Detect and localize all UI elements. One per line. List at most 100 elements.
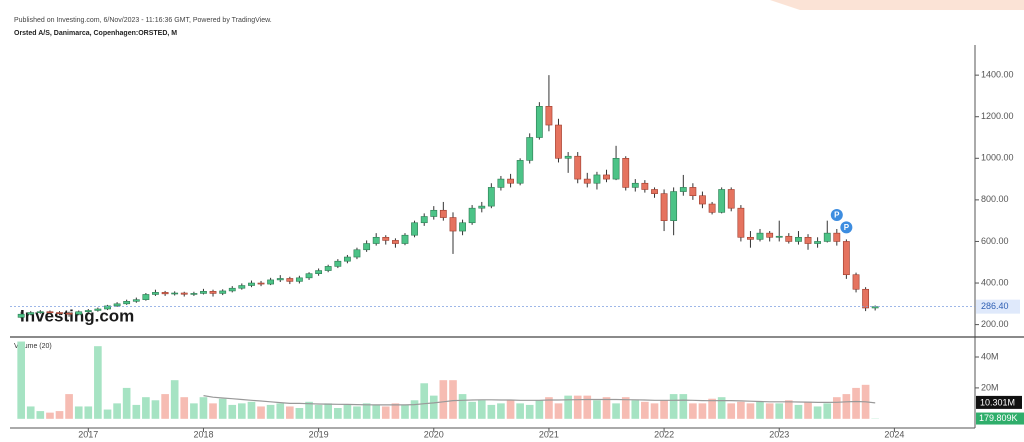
candle-body — [305, 273, 313, 279]
last-price-label: 286.40 — [981, 301, 1009, 311]
volume-bar — [401, 404, 409, 419]
volume-bar — [554, 403, 563, 419]
candle-body — [209, 291, 217, 294]
candle-body — [583, 178, 591, 184]
candle-body — [65, 312, 73, 315]
volume-bar — [36, 411, 45, 419]
candle-body — [84, 310, 92, 313]
candle-body — [449, 217, 457, 232]
y-tick-label: 1400.00 — [981, 70, 1014, 80]
volume-bar — [17, 341, 25, 419]
volume-bar — [535, 400, 544, 419]
volume-bar — [602, 397, 611, 419]
candle-body — [708, 203, 716, 213]
candle-body — [795, 236, 802, 242]
volume-bar — [257, 406, 265, 419]
candle-body — [603, 174, 610, 180]
volume-bar — [631, 400, 640, 419]
candle-body — [334, 260, 342, 267]
volume-tick-label: 20M — [981, 382, 999, 392]
candle-body — [660, 193, 668, 221]
candle-body — [228, 287, 236, 292]
volume-bar — [660, 400, 668, 419]
volume-bar — [381, 406, 390, 419]
volume-bar — [477, 400, 486, 419]
candle-body — [718, 189, 726, 213]
volume-bar — [170, 380, 179, 419]
volume-bar — [237, 403, 246, 419]
volume-bar — [343, 404, 352, 419]
volume-bar — [573, 395, 582, 419]
candle-body — [382, 236, 390, 241]
candle-body — [123, 301, 131, 305]
candle-body — [574, 155, 582, 180]
candle-body — [152, 292, 159, 295]
candle-body — [257, 282, 265, 285]
x-tick-label: 2018 — [193, 429, 213, 439]
candle-body — [631, 182, 639, 188]
volume-bar — [679, 394, 688, 419]
candle-body — [248, 282, 255, 286]
candle-body — [411, 222, 418, 236]
candle-body — [353, 249, 361, 258]
volume-bar — [784, 400, 793, 419]
x-tick-label: 2017 — [78, 429, 98, 439]
volume-bar — [362, 403, 371, 419]
volume-bar — [593, 400, 601, 419]
volume-bar — [180, 397, 189, 419]
volume-bar — [823, 403, 832, 419]
candle-body — [487, 187, 495, 207]
volume-bar — [737, 401, 745, 419]
candle-body — [200, 291, 207, 294]
volume-bar — [247, 401, 256, 419]
volume-bar — [832, 397, 841, 419]
volume-bar — [468, 401, 476, 419]
source-note: Published on Investing.com, 6/Nov/2023 -… — [14, 17, 272, 24]
event-marker — [830, 208, 843, 221]
candle-body — [679, 187, 687, 192]
candle-body — [535, 106, 543, 138]
candle-body — [862, 288, 870, 309]
volume-bar — [794, 404, 803, 419]
volume-bar — [650, 403, 659, 419]
candle-body — [343, 256, 351, 262]
candle-body — [267, 279, 275, 285]
candle-body — [545, 106, 553, 126]
candle-body — [142, 294, 150, 300]
candle-body — [171, 292, 179, 295]
candle-body — [190, 293, 198, 295]
candle-body — [104, 305, 111, 310]
volume-bar — [775, 403, 784, 419]
volume-bar — [55, 411, 64, 419]
candle-body — [727, 189, 735, 209]
y-tick-label: 1200.00 — [981, 111, 1014, 121]
y-tick-label: 800.00 — [981, 194, 1009, 204]
volume-bar — [391, 403, 400, 419]
candle-body — [56, 312, 63, 314]
volume-bar — [458, 394, 467, 419]
candle-body — [478, 205, 486, 209]
candle-body — [497, 178, 505, 188]
candle-body — [363, 243, 371, 251]
ma-value-box — [976, 395, 1022, 409]
candle-body — [526, 137, 534, 161]
volume-bar — [142, 397, 150, 419]
volume-bar — [487, 404, 496, 419]
volume-bar — [94, 346, 102, 419]
candle-body — [276, 278, 284, 281]
candle-body — [612, 157, 620, 180]
volume-bar — [151, 400, 160, 419]
candle-body — [295, 277, 303, 282]
x-tick-label: 2020 — [424, 429, 444, 439]
volume-bar — [228, 404, 237, 419]
candle-body — [756, 232, 764, 240]
candle-body — [132, 299, 140, 302]
volume-bar — [621, 397, 630, 419]
volume-bar — [564, 395, 572, 419]
volume-bar — [756, 401, 764, 419]
x-tick-label: 2022 — [654, 429, 674, 439]
volume-bar — [689, 403, 697, 419]
volume-bar — [113, 403, 121, 419]
candle-body — [36, 311, 44, 314]
volume-bar — [852, 387, 860, 419]
